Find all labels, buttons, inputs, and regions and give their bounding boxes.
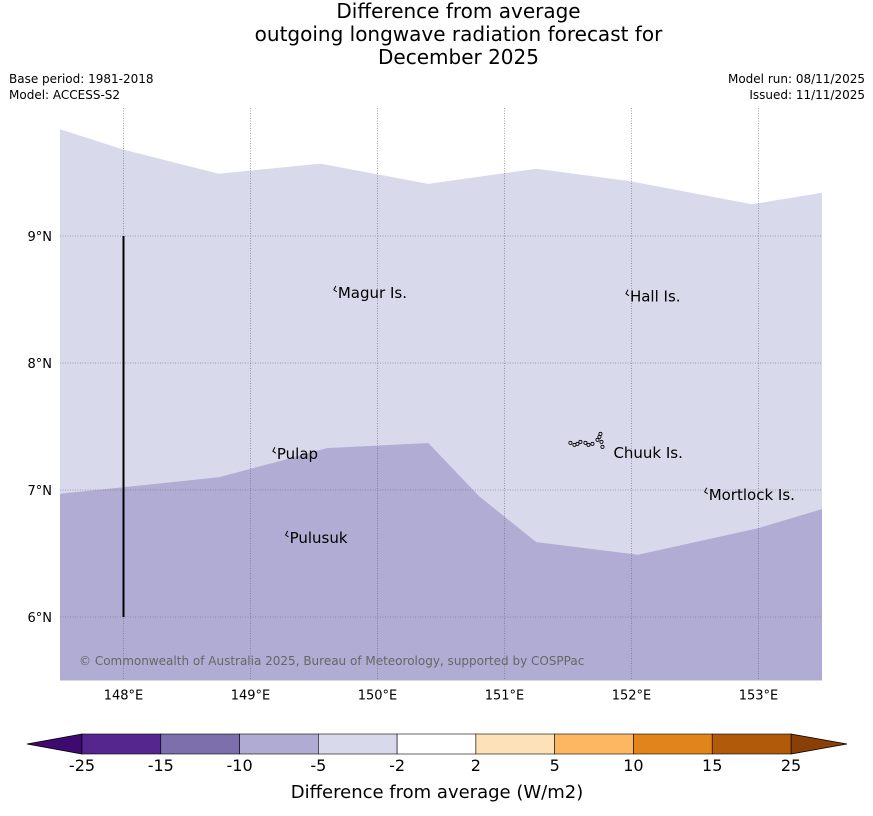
colorbar-bin — [396, 733, 477, 755]
place-label: Chuuk Is. — [613, 444, 682, 462]
island-shape — [272, 446, 277, 454]
island-shape — [590, 441, 595, 446]
island-shape — [704, 487, 708, 495]
lon-tick-label: 151°E — [485, 689, 525, 704]
colorbar-bin — [711, 733, 792, 755]
place-label: Mortlock Is. — [709, 486, 795, 504]
title-line-1: Difference from average — [336, 0, 581, 23]
colorbar-tick-label: 10 — [623, 756, 643, 775]
island-shape — [284, 530, 289, 538]
colorbar-title: Difference from average (W/m2) — [291, 782, 583, 803]
lon-tick-label: 153°E — [739, 689, 779, 704]
colorbar-bin — [239, 733, 319, 755]
place-label: Pulap — [277, 445, 318, 463]
place-label: Magur Is. — [338, 284, 407, 302]
colorbar-bin — [554, 733, 634, 755]
place-label: Pulusuk — [290, 529, 348, 547]
island-shape — [583, 440, 588, 445]
island-shape — [568, 440, 573, 445]
place-marker: Chuuk Is. — [568, 431, 683, 462]
chart-title: Difference from average outgoing longwav… — [0, 0, 873, 69]
colorbar-bin — [318, 733, 398, 755]
place-marker: Mortlock Is. — [704, 486, 795, 504]
meta-right: Model run: 08/11/2025 Issued: 11/11/2025 — [728, 71, 865, 103]
lon-tick-label: 152°E — [612, 689, 652, 704]
place-marker: Pulap — [272, 445, 318, 463]
colorbar-tick-label: -2 — [389, 756, 405, 775]
island-shape — [578, 439, 583, 444]
island-shape — [586, 442, 591, 447]
island-shape — [599, 439, 604, 444]
colorbar-tick-label: -15 — [148, 756, 174, 775]
lat-tick-label: 8°N — [28, 357, 53, 372]
colorbar-tick-label: -5 — [310, 756, 326, 775]
map-area: 148°E 149°E 150°E 151°E 152°E 153°E 9°N 8°N 7°N 6… — [28, 108, 822, 704]
island-shape — [625, 289, 630, 297]
lat-tick-label: 6°N — [28, 611, 53, 626]
place-label: Hall Is. — [630, 288, 681, 306]
island-shape — [333, 285, 338, 293]
lat-tick-label: 9°N — [28, 230, 53, 245]
colorbar-bin — [81, 733, 162, 755]
colorbar-bin — [160, 733, 240, 755]
title-line-2: outgoing longwave radiation forecast for — [254, 22, 663, 46]
base-period: Base period: 1981-2018 — [9, 72, 154, 86]
place-marker: Pulusuk — [284, 529, 348, 547]
colorbar-extend-low — [26, 733, 83, 755]
colorbar-tick-label: -25 — [69, 756, 95, 775]
colorbar-tick-label: 2 — [471, 756, 481, 775]
meta-left: Base period: 1981-2018 Model: ACCESS-S2 — [9, 71, 154, 103]
lon-tick-label: 149°E — [231, 689, 271, 704]
colorbar-extend-high — [790, 733, 848, 755]
colorbar-tick-label: -10 — [226, 756, 252, 775]
island-shape — [575, 441, 580, 446]
colorbar-tick-label: 25 — [781, 756, 801, 775]
place-marker: Magur Is. — [333, 284, 407, 302]
issued-date: Issued: 11/11/2025 — [749, 88, 865, 102]
island-shape — [598, 431, 603, 436]
colorbar-tick-label: 15 — [702, 756, 722, 775]
model-name: Model: ACCESS-S2 — [9, 88, 121, 102]
colorbar-tick-label: 5 — [550, 756, 560, 775]
title-line-3: December 2025 — [378, 45, 539, 69]
lat-tick-label: 7°N — [28, 484, 53, 499]
island-shape — [595, 437, 600, 442]
lon-tick-label: 148°E — [104, 689, 144, 704]
place-marker: Hall Is. — [625, 288, 681, 306]
island-shape — [600, 444, 605, 449]
lon-tick-label: 150°E — [358, 689, 398, 704]
colorbar-bin — [475, 733, 555, 755]
colorbar-bin — [633, 733, 713, 755]
model-run: Model run: 08/11/2025 — [727, 72, 865, 86]
copyright-notice: © Commonwealth of Australia 2025, Bureau… — [79, 654, 584, 668]
